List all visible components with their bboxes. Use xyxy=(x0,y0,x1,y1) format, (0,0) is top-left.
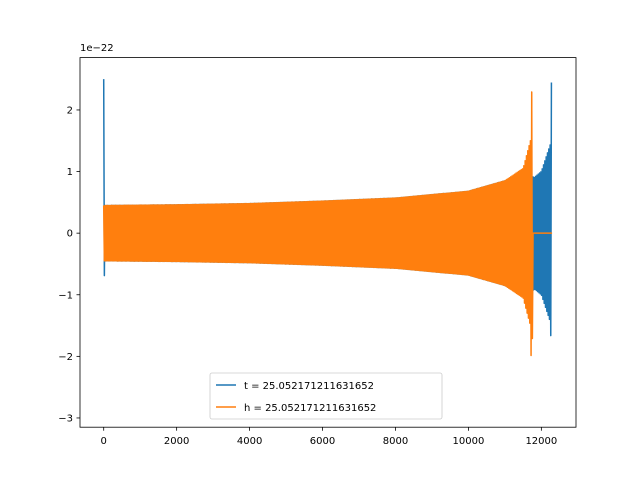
x-tick-label: 8000 xyxy=(383,436,408,447)
series-line-h xyxy=(102,91,553,357)
y-tick-label: −1 xyxy=(58,290,73,301)
x-tick-label: 0 xyxy=(101,436,107,447)
series-layer xyxy=(102,79,553,357)
x-tick-label: 6000 xyxy=(310,436,335,447)
y-tick-label: 2 xyxy=(67,105,73,116)
y-offset-text: 1e−22 xyxy=(80,43,114,54)
legend: t = 25.052171211631652 h = 25.0521712116… xyxy=(209,372,443,420)
legend-label-h: h = 25.052171211631652 xyxy=(244,403,376,414)
y-tick-label: −3 xyxy=(58,413,73,424)
x-tick-label: 4000 xyxy=(237,436,262,447)
x-tick-label: 10000 xyxy=(453,436,485,447)
legend-box xyxy=(209,372,443,420)
y-tick-label: 0 xyxy=(67,229,73,240)
legend-label-t: t = 25.052171211631652 xyxy=(244,381,374,392)
y-axis: −3 −2 −1 0 1 2 xyxy=(58,105,80,424)
x-tick-label: 2000 xyxy=(164,436,189,447)
y-tick-label: 1 xyxy=(67,167,73,178)
plot-frame xyxy=(79,57,577,428)
x-tick-label: 12000 xyxy=(525,436,557,447)
x-axis: 0 2000 4000 6000 8000 10000 12000 xyxy=(101,427,557,447)
y-tick-label: −2 xyxy=(58,352,73,363)
